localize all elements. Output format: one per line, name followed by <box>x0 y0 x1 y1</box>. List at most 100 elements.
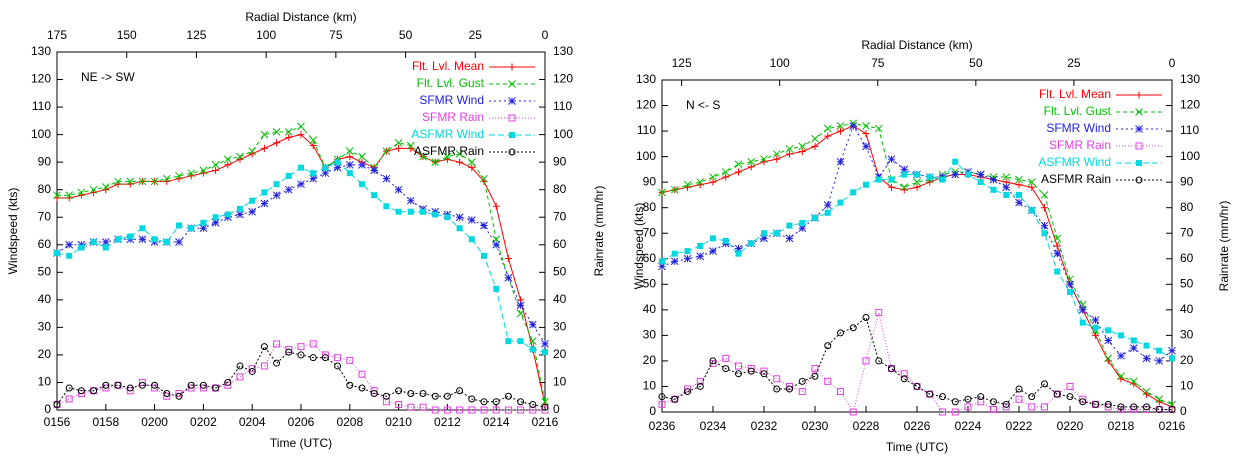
y2-axis-title: Rainrate (mm/hr) <box>592 186 606 277</box>
data-point <box>480 221 488 230</box>
data-point <box>1015 181 1023 189</box>
data-point <box>990 398 997 406</box>
data-point <box>383 203 390 210</box>
data-point <box>236 373 244 381</box>
data-point <box>772 150 781 158</box>
x-tick-label: 0156 <box>44 415 71 429</box>
data-point <box>1129 344 1138 353</box>
y2-tick-label: 110 <box>553 99 572 113</box>
data-point <box>199 384 207 392</box>
x2-axis-title: Radial Distance (km) <box>245 10 356 24</box>
data-point <box>1118 332 1124 339</box>
data-point <box>773 385 781 393</box>
data-point <box>747 157 756 166</box>
x-tick-label: 0202 <box>190 415 217 429</box>
data-point <box>102 381 110 389</box>
y-tick-label: 120 <box>31 72 51 86</box>
data-point <box>913 183 921 191</box>
data-point <box>824 342 832 350</box>
data-point <box>481 252 487 259</box>
y2-axis-title: Rainrate (mm/hr) <box>1217 201 1231 292</box>
x2-tick-label: 125 <box>186 28 206 42</box>
data-point <box>162 174 171 183</box>
data-point <box>456 225 463 232</box>
data-point <box>888 183 895 191</box>
data-point <box>467 216 476 224</box>
data-point <box>211 161 220 169</box>
data-point <box>824 132 832 140</box>
data-point <box>1092 331 1099 339</box>
y-tick-label: 90 <box>38 154 52 168</box>
data-point <box>696 252 705 261</box>
y-tick-label: 0 <box>649 404 656 418</box>
legend-label: SFMR Wind <box>1046 121 1111 135</box>
data-point <box>824 377 832 385</box>
data-point <box>309 174 318 183</box>
y-tick-label: 110 <box>32 99 51 113</box>
y-tick-label: 80 <box>38 182 52 196</box>
data-point <box>90 239 97 246</box>
x-tick-label: 0212 <box>434 415 461 429</box>
data-point <box>798 142 807 151</box>
series-line <box>56 343 545 411</box>
data-point <box>658 400 666 408</box>
legend-label: ASFMR Wind <box>1038 155 1111 169</box>
x-tick-label: 0214 <box>483 415 510 429</box>
x-tick-label: 0230 <box>802 419 829 433</box>
data-point <box>670 257 679 266</box>
data-point <box>188 225 195 232</box>
y2-tick-label: 0 <box>1180 404 1187 418</box>
x2-tick-label: 100 <box>256 28 276 42</box>
data-point <box>394 139 403 147</box>
data-point <box>1028 207 1035 214</box>
data-point <box>236 210 244 219</box>
x-tick-label: 0216 <box>1159 419 1186 433</box>
data-point <box>837 388 844 396</box>
data-point <box>773 155 781 163</box>
data-point <box>394 185 403 194</box>
data-point <box>395 208 402 215</box>
data-point <box>760 370 768 378</box>
data-point <box>939 408 946 416</box>
data-point <box>444 214 451 221</box>
y2-tick-label: 120 <box>1180 98 1200 112</box>
data-point <box>236 362 244 370</box>
x2-tick-label: 50 <box>399 28 413 42</box>
data-point <box>101 183 110 191</box>
data-point <box>1041 380 1048 388</box>
data-point <box>837 329 844 337</box>
legend-marker <box>1135 125 1143 133</box>
data-point <box>913 382 921 390</box>
y-tick-label: 100 <box>31 127 51 141</box>
data-point <box>684 385 691 393</box>
data-point <box>456 406 464 414</box>
y2-tick-label: 20 <box>553 347 567 361</box>
data-point <box>541 340 549 348</box>
data-point <box>163 392 171 400</box>
data-point <box>1067 288 1073 295</box>
data-point <box>824 209 831 216</box>
data-point <box>358 384 366 392</box>
data-point <box>914 171 920 178</box>
data-point <box>138 177 147 186</box>
data-point <box>990 405 997 413</box>
data-point <box>1130 337 1137 344</box>
data-point <box>310 170 317 177</box>
data-point <box>346 153 354 161</box>
y-tick-label: 100 <box>636 149 656 163</box>
data-point <box>850 189 857 196</box>
data-point <box>456 387 464 395</box>
data-point <box>407 389 415 397</box>
data-point <box>823 124 832 133</box>
data-point <box>684 248 691 255</box>
y-tick-label: 50 <box>38 264 52 278</box>
x2-tick-label: 100 <box>770 56 790 70</box>
data-point <box>977 393 985 401</box>
data-point <box>224 211 231 218</box>
legend-label: Flt. Lvl. Gust <box>417 76 485 90</box>
data-point <box>480 398 488 406</box>
data-point <box>1053 242 1061 250</box>
data-point <box>990 186 997 193</box>
legend-marker <box>508 148 516 156</box>
series-line <box>57 134 546 405</box>
